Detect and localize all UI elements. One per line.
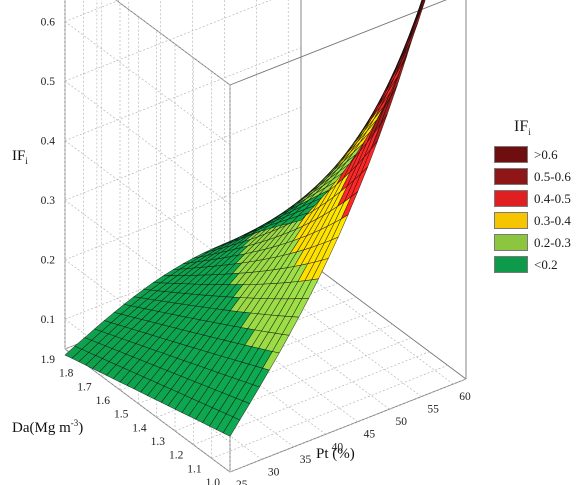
legend-label: 0.2-0.3 [534,235,571,250]
legend-label: 0.5-0.6 [534,169,571,184]
box-edge [300,255,467,380]
y-tick-label: 1.5 [114,409,129,421]
y-tick-label: 1.0 [206,477,221,485]
legend-swatch [494,168,528,185]
x-tick-label: 35 [300,454,312,466]
x-tick-label: 45 [364,429,376,441]
legend-swatch [494,146,528,163]
y-tick-label: 1.8 [59,368,74,380]
legend-item: >0.6 [494,146,580,164]
z-tick-label: 0.2 [41,255,56,267]
y-tick-label: 1.2 [169,450,184,462]
surface-cell-0-23 [64,345,83,359]
x-tick-label: 40 [332,441,344,453]
z-tick-label: 0.4 [41,136,56,148]
grid-line [64,0,121,22]
legend-item: 0.3-0.4 [494,212,580,230]
box-edge [64,348,231,473]
x-tick-label: 50 [395,416,407,428]
z-tick-label: 0.5 [41,76,56,88]
legend-label: 0.4-0.5 [534,191,571,206]
legend-label: 0.3-0.4 [534,213,571,228]
surface-mesh [64,0,426,437]
legend-swatch [494,190,528,207]
legend-item: <0.2 [494,256,580,274]
grid-line [64,0,272,82]
z-axis-title: IFi [12,148,28,166]
z-tick-label: 0.3 [41,195,56,207]
y-tick-label: 1.3 [151,436,166,448]
grid-line [64,21,231,145]
x-tick-label: 30 [268,466,280,478]
grid-line [64,140,231,264]
x-axis-title: Pt (%) [316,446,355,462]
legend-item: 0.2-0.3 [494,234,580,252]
z-tick-label: 0.1 [41,314,56,326]
x-tick-label: 60 [459,391,471,403]
y-tick-label: 1.4 [132,422,147,434]
z-tick-label: 0.6 [41,17,56,29]
legend-swatch [494,234,528,251]
y-tick-label: 1.9 [41,354,56,366]
grid-line [64,80,231,205]
axis-ticks: 0.10.20.30.40.50.60.725303540455055601.0… [41,17,471,485]
legend-item: 0.4-0.5 [494,190,580,208]
legend-label: <0.2 [534,257,558,272]
legend-item: 0.5-0.6 [494,168,580,186]
legend-swatch [494,256,528,273]
grid-line [64,106,302,201]
y-tick-label: 1.7 [77,381,92,393]
grid-line [115,0,231,86]
legend-swatch [494,212,528,229]
y-tick-label: 1.6 [96,395,111,407]
box-edge [115,0,231,86]
legend-title: IFi [514,118,531,137]
box-edge [229,0,447,86]
x-tick-label: 55 [427,404,439,416]
x-tick-label: 25 [236,479,248,485]
y-tick-label: 1.1 [187,463,202,475]
grid-line [64,47,302,141]
box-edge [229,378,467,473]
y-axis-title: Da(Mg m-3) [12,418,83,436]
legend-label: >0.6 [534,147,558,162]
